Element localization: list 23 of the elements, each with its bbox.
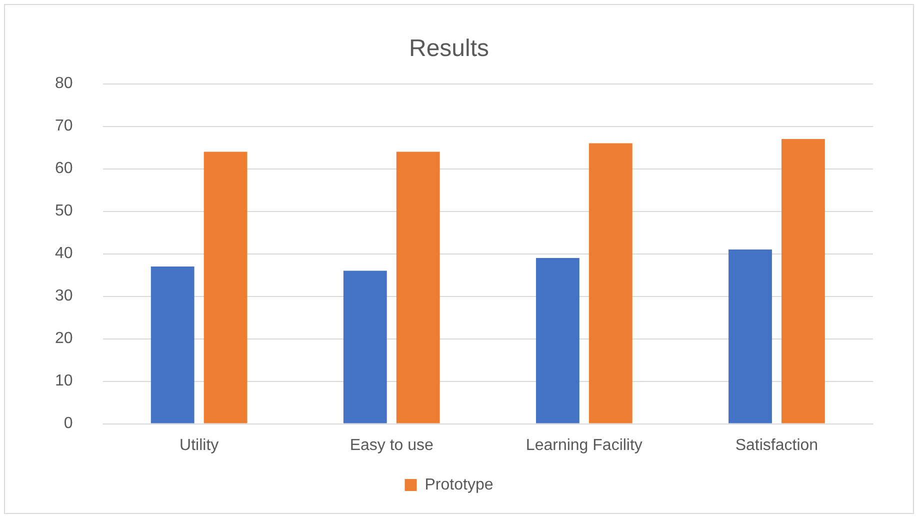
y-tick-label: 70 [55, 118, 73, 135]
legend-label: Prototype [424, 476, 494, 494]
x-tick-label: Satisfaction [735, 436, 818, 454]
bar [781, 139, 825, 424]
x-tick-label: Learning Facility [526, 436, 642, 454]
y-tick-label: 0 [64, 415, 73, 432]
bar [343, 270, 387, 424]
bar [150, 266, 194, 424]
y-tick-label: 80 [55, 75, 73, 92]
bar [396, 152, 440, 424]
x-tick-label: Easy to use [350, 436, 434, 454]
bar [728, 250, 772, 424]
y-tick-label: 10 [55, 372, 73, 390]
x-tick-label: Utility [180, 436, 219, 454]
y-tick-label: 60 [55, 160, 73, 178]
bar [204, 152, 248, 424]
y-tick-label: 30 [55, 288, 73, 305]
chart-title: Results [408, 35, 490, 62]
y-tick-label: 20 [55, 330, 73, 348]
y-tick-label: 40 [55, 245, 73, 262]
y-tick-label: 50 [55, 202, 73, 220]
bar [536, 258, 580, 424]
bar [588, 143, 632, 424]
